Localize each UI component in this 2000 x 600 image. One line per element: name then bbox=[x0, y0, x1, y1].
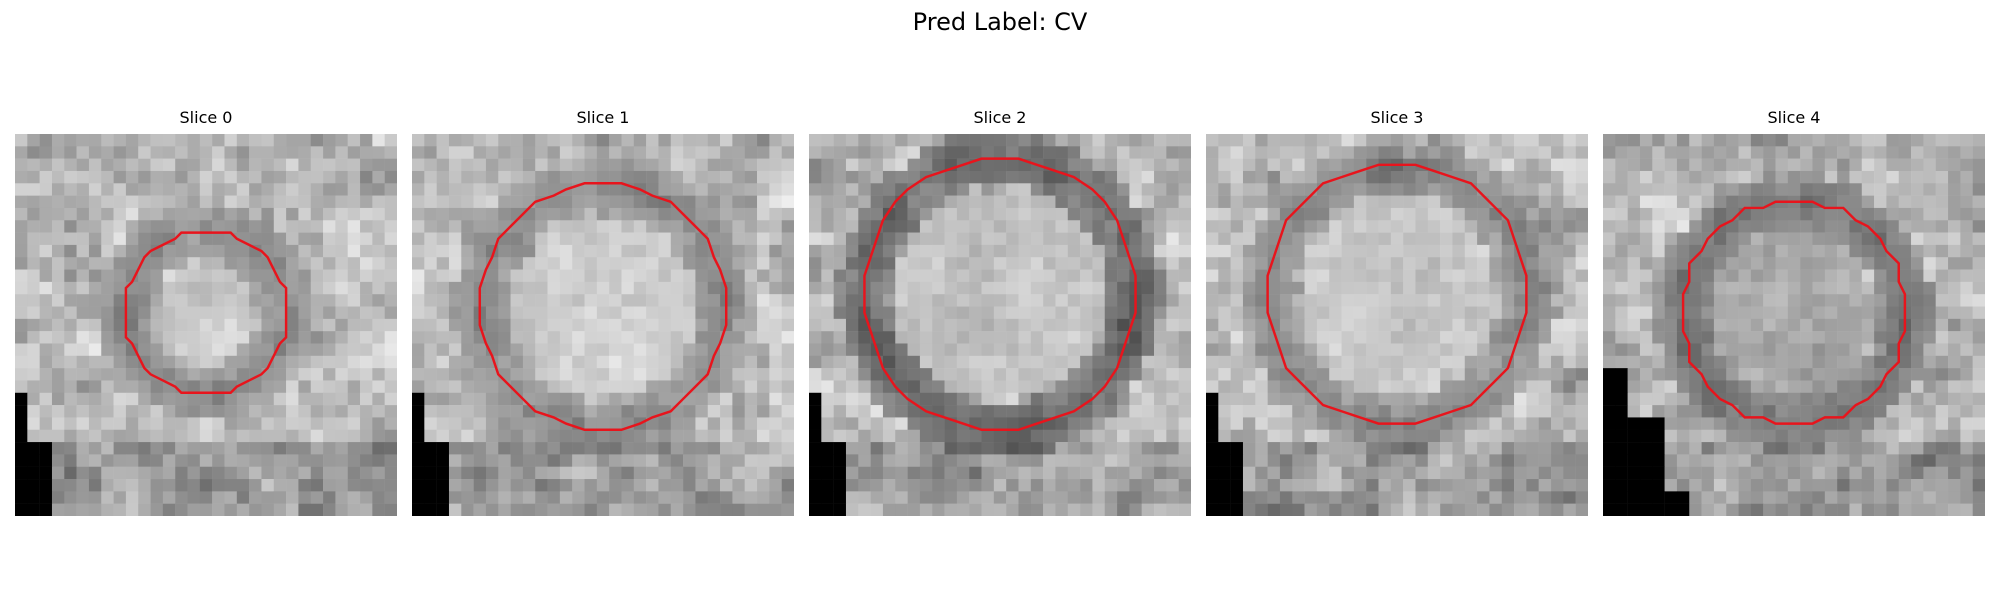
slice-image bbox=[1603, 134, 1985, 516]
slice-panel: Slice 3 bbox=[1206, 108, 1588, 518]
slice-title: Slice 3 bbox=[1206, 108, 1588, 128]
slice-image bbox=[809, 134, 1191, 516]
slice-panel: Slice 2 bbox=[809, 108, 1191, 518]
slice-image bbox=[15, 134, 397, 516]
slice-title: Slice 0 bbox=[15, 108, 397, 128]
slice-panel: Slice 4 bbox=[1603, 108, 1985, 518]
figure-title: Pred Label: CV bbox=[0, 8, 2000, 36]
slice-panel: Slice 0 bbox=[15, 108, 397, 518]
slice-image bbox=[412, 134, 794, 516]
slice-image bbox=[1206, 134, 1588, 516]
slice-title: Slice 1 bbox=[412, 108, 794, 128]
slice-title: Slice 4 bbox=[1603, 108, 1985, 128]
slice-panel: Slice 1 bbox=[412, 108, 794, 518]
slice-title: Slice 2 bbox=[809, 108, 1191, 128]
